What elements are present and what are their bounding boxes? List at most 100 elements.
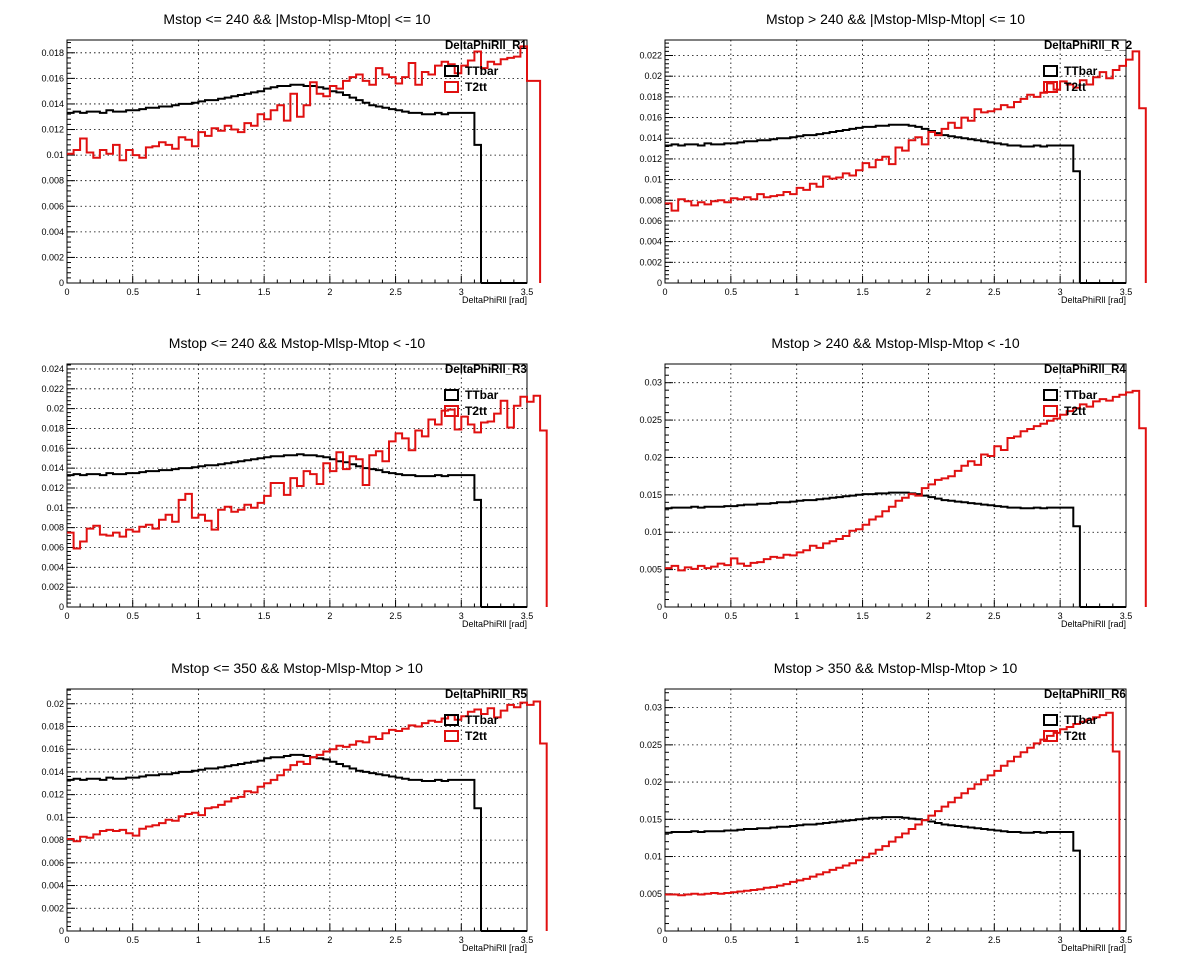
y-tick-label: 0.014 — [639, 133, 662, 143]
x-tick-label: 1 — [196, 287, 201, 297]
legend-entry-ttbar: TTbar — [1064, 388, 1098, 402]
x-axis-label: DeltaPhiRll [rad] — [462, 619, 527, 629]
y-tick-label: 0.03 — [644, 703, 662, 713]
y-tick-label: 0 — [59, 278, 64, 288]
x-tick-label: 0.5 — [725, 935, 738, 945]
y-tick-label: 0.01 — [644, 527, 662, 537]
legend-entry-t2tt: T2tt — [1064, 729, 1086, 743]
legend-swatch-t2tt — [444, 81, 459, 93]
x-tick-label: 0 — [662, 611, 667, 621]
x-tick-label: 1 — [196, 611, 201, 621]
legend-swatch-t2tt — [444, 730, 459, 742]
plot-frame — [66, 688, 528, 932]
y-tick-label: 0 — [657, 602, 662, 612]
y-tick-label: 0.004 — [41, 227, 64, 237]
legend-swatch-t2tt — [1043, 405, 1058, 417]
y-tick-label: 0.016 — [41, 744, 64, 754]
series-t2tt-line — [67, 700, 548, 931]
y-tick-label: 0.018 — [41, 721, 64, 731]
y-tick-label: 0.012 — [639, 154, 662, 164]
plot-frame — [664, 688, 1127, 932]
y-tick-label: 0.006 — [41, 542, 64, 552]
legend-entry-t2tt: T2tt — [465, 729, 487, 743]
panel-r1: 0 0.5 1 1.5 2 2.5 3 3.5 0 0.002 0.004 0.006 0.008 0.0… — [41, 11, 542, 305]
x-tick-label: 1.5 — [856, 287, 869, 297]
legend-swatch-t2tt — [444, 405, 459, 417]
y-tick-label: 0.002 — [41, 903, 64, 913]
legend-swatch-ttbar — [444, 65, 459, 77]
y-tick-label: 0.014 — [41, 99, 64, 109]
plot-frame — [66, 363, 528, 608]
x-tick-label: 0 — [662, 935, 667, 945]
stats-box-label: DeltaPhiRll_R6 — [1044, 689, 1126, 701]
series-ttbar-line — [67, 453, 482, 607]
x-tick-label: 1.5 — [856, 611, 869, 621]
y-tick-label: 0.004 — [41, 562, 64, 572]
x-tick-label: 0.5 — [126, 935, 139, 945]
panel-r6: 0 0.5 1 1.5 2 2.5 3 3.5 0 0.005 0.01 0.015 0.02 0.025… — [639, 660, 1132, 953]
panel-r4: 0 0.5 1 1.5 2 2.5 3 3.5 0 0.005 0.01 0.015 0.02 0.025… — [639, 335, 1147, 629]
x-tick-label: 2 — [327, 935, 332, 945]
y-tick-label: 0.016 — [41, 73, 64, 83]
panel-title: Mstop > 240 && |Mstop-Mlsp-Mtop| <= 10 — [766, 11, 1025, 27]
y-tick-label: 0.015 — [639, 814, 662, 824]
y-tick-label: 0.01 — [46, 503, 64, 513]
legend-entry-ttbar: TTbar — [1064, 64, 1098, 78]
x-tick-label: 1.5 — [856, 935, 869, 945]
panel-r5: 0 0.5 1 1.5 2 2.5 3 3.5 0 0.002 0.004 0.006 0.008 0.0… — [41, 660, 548, 953]
x-axis-label: DeltaPhiRll [rad] — [1061, 943, 1126, 953]
y-tick-label: 0.008 — [41, 176, 64, 186]
plot-frame — [664, 39, 1127, 284]
y-tick-label: 0.01 — [644, 852, 662, 862]
series-t2tt-line — [67, 394, 548, 607]
x-tick-label: 3.5 — [521, 935, 534, 945]
y-tick-label: 0.008 — [41, 835, 64, 845]
legend-swatch-t2tt — [1043, 730, 1058, 742]
legend-swatch-ttbar — [1043, 389, 1058, 401]
x-tick-label: 1.5 — [258, 935, 271, 945]
plot-frame — [664, 363, 1127, 608]
x-tick-label: 3 — [1058, 611, 1063, 621]
stats-box-label: DeltaPhiRll_R1 — [445, 40, 527, 52]
y-tick-label: 0.006 — [639, 216, 662, 226]
y-tick-label: 0.018 — [41, 48, 64, 58]
series-t2tt-line — [665, 50, 1147, 283]
stats-box-label: DeltaPhiRll_R5 — [445, 689, 527, 701]
x-tick-label: 1 — [196, 935, 201, 945]
panel-r2: 0 0.5 1 1.5 2 2.5 3 3.5 0 0.002 0.004 0.006 0.008 0.0… — [639, 11, 1147, 305]
y-tick-label: 0.01 — [644, 175, 662, 185]
x-tick-label: 1.5 — [258, 287, 271, 297]
y-tick-label: 0.004 — [639, 237, 662, 247]
y-tick-label: 0.02 — [644, 71, 662, 81]
y-tick-label: 0.016 — [41, 443, 64, 453]
legend-entry-t2tt: T2tt — [1064, 404, 1086, 418]
x-tick-label: 2.5 — [988, 935, 1001, 945]
y-tick-label: 0.002 — [41, 582, 64, 592]
legend-entry-ttbar: TTbar — [465, 713, 499, 727]
x-tick-label: 3.5 — [1120, 935, 1133, 945]
x-tick-label: 0.5 — [725, 611, 738, 621]
legend-swatch-ttbar — [1043, 714, 1058, 726]
x-tick-label: 2.5 — [988, 287, 1001, 297]
y-tick-label: 0.03 — [644, 378, 662, 388]
y-tick-label: 0.006 — [41, 858, 64, 868]
x-tick-label: 2.5 — [389, 935, 402, 945]
x-tick-label: 3 — [459, 287, 464, 297]
x-tick-label: 1 — [794, 287, 799, 297]
x-tick-label: 2 — [926, 935, 931, 945]
x-tick-label: 1 — [794, 611, 799, 621]
x-tick-label: 0.5 — [126, 287, 139, 297]
series-ttbar-line — [665, 123, 1081, 283]
y-tick-label: 0.016 — [639, 113, 662, 123]
series-t2tt-line — [665, 389, 1147, 607]
y-tick-label: 0.025 — [639, 415, 662, 425]
x-tick-label: 0 — [64, 935, 69, 945]
x-tick-label: 0.5 — [126, 611, 139, 621]
legend-swatch-t2tt — [1043, 81, 1058, 93]
y-tick-label: 0.012 — [41, 483, 64, 493]
y-tick-label: 0.005 — [639, 889, 662, 899]
x-tick-label: 3 — [459, 611, 464, 621]
panel-title: Mstop <= 350 && Mstop-Mlsp-Mtop > 10 — [171, 660, 423, 676]
plot-frame — [66, 39, 528, 284]
